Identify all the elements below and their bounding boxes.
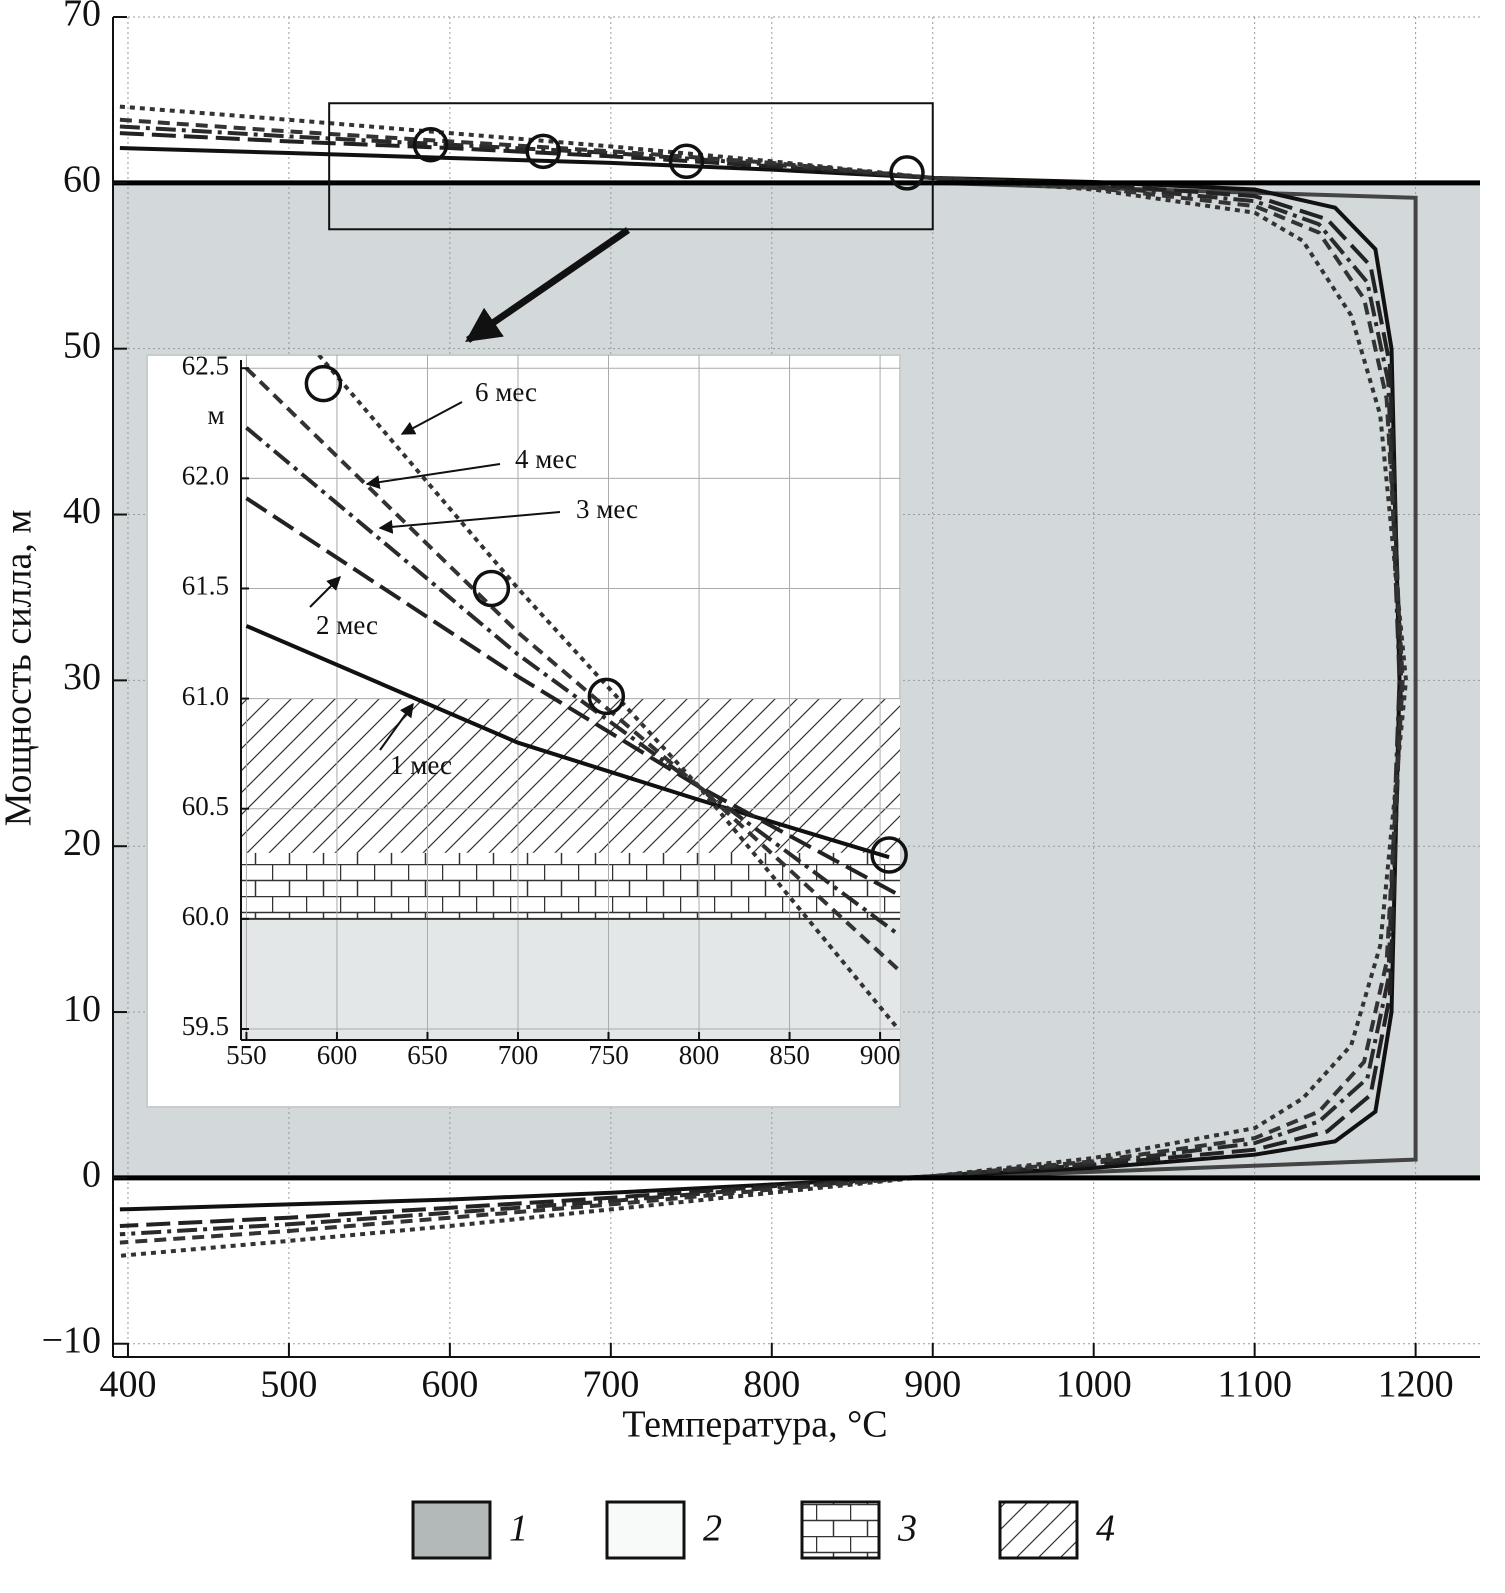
x-tick-label: 1000: [1056, 1364, 1132, 1406]
x-tick-label: 900: [860, 1040, 901, 1070]
series-line: [245, 426, 900, 936]
y-tick-label: 59.5: [182, 1011, 229, 1041]
legend-label: 2: [703, 1508, 722, 1550]
legend-label: 1: [509, 1508, 528, 1550]
annotation-arrow: [365, 463, 501, 490]
marker-circle: [587, 677, 626, 716]
zoom-arrow: [465, 227, 630, 343]
series-line: [245, 624, 890, 860]
annotation-arrow: [378, 511, 561, 534]
x-tick-label: 650: [407, 1040, 448, 1070]
y-tick-label: 20: [63, 822, 101, 864]
x-tick-label: 600: [421, 1364, 478, 1406]
x-tick-label: 400: [99, 1364, 156, 1406]
series-line: [317, 355, 900, 1031]
annotation-arrow: [309, 576, 341, 608]
y-axis-title: Мощность силла, м: [0, 510, 40, 827]
series-line: [932, 180, 1418, 1180]
x-tick-label: 750: [588, 1040, 629, 1070]
y-tick-label: 50: [63, 324, 101, 366]
marker-circle: [472, 569, 511, 608]
x-tick-label: 1200: [1378, 1364, 1454, 1406]
y-tick-label: 62.0: [182, 461, 229, 491]
x-tick-label: 850: [769, 1040, 810, 1070]
x-axis-title: Температура, °C: [622, 1404, 887, 1446]
x-tick-label: 900: [904, 1364, 961, 1406]
legend-label: 3: [897, 1508, 917, 1550]
layer-zone: [241, 852, 900, 919]
x-tick-label: 1100: [1217, 1364, 1292, 1406]
y-tick-label: 40: [63, 490, 101, 532]
marker-circle: [668, 143, 705, 180]
annotation-arrow: [400, 401, 463, 435]
marker-circle: [870, 836, 908, 874]
series-line: [119, 124, 1402, 1237]
marker-circle: [889, 155, 925, 191]
y-tick-label: 30: [63, 656, 101, 698]
legend-label: 4: [1096, 1508, 1115, 1550]
y-tick-label: −10: [42, 1319, 101, 1361]
series-group: [113, 104, 1480, 1258]
series-line: [245, 496, 900, 897]
x-tick-label: 700: [582, 1364, 639, 1406]
zoom-box: [328, 102, 934, 231]
marker-circle: [304, 364, 343, 403]
series-annotation: 3 мес: [576, 494, 638, 524]
x-tick-label: 800: [743, 1364, 800, 1406]
x-tick-label: 500: [260, 1364, 317, 1406]
series-line: [119, 131, 1404, 1228]
series-annotation: 4 мес: [515, 444, 577, 474]
y-tick-label: 60.0: [182, 901, 229, 931]
y-tick-label: 70: [63, 0, 101, 35]
y-tick-label: 60: [63, 159, 101, 201]
y-axis-title: м: [207, 400, 224, 430]
legend-swatch: [411, 1500, 492, 1560]
legend-swatch: [998, 1500, 1079, 1560]
marker-circle: [525, 133, 561, 170]
y-tick-label: 0: [82, 1154, 101, 1196]
y-tick-label: 61.0: [182, 681, 229, 711]
y-tick-label: 62.5: [182, 350, 229, 380]
legend-swatch: [605, 1500, 686, 1560]
x-tick-label: 700: [498, 1040, 539, 1070]
series-line: [119, 117, 1405, 1245]
series-line: [119, 104, 1409, 1258]
series-annotation: 6 мес: [475, 377, 537, 407]
series-annotation: 2 мес: [316, 610, 378, 640]
series-line: [245, 366, 900, 971]
inset-plot: [241, 355, 900, 1040]
layer-zone: [241, 918, 900, 1040]
series-annotation: 1 мес: [390, 750, 452, 780]
x-tick-label: 800: [679, 1040, 720, 1070]
x-tick-label: 600: [317, 1040, 358, 1070]
marker-circle: [412, 126, 449, 163]
series-line: [119, 146, 1402, 1212]
y-tick-label: 61.5: [182, 571, 229, 601]
annotation-arrow: [379, 702, 414, 751]
y-tick-label: 60.5: [182, 791, 229, 821]
y-tick-label: 10: [63, 988, 101, 1030]
x-tick-label: 550: [226, 1040, 267, 1070]
legend-swatch: [800, 1500, 881, 1560]
